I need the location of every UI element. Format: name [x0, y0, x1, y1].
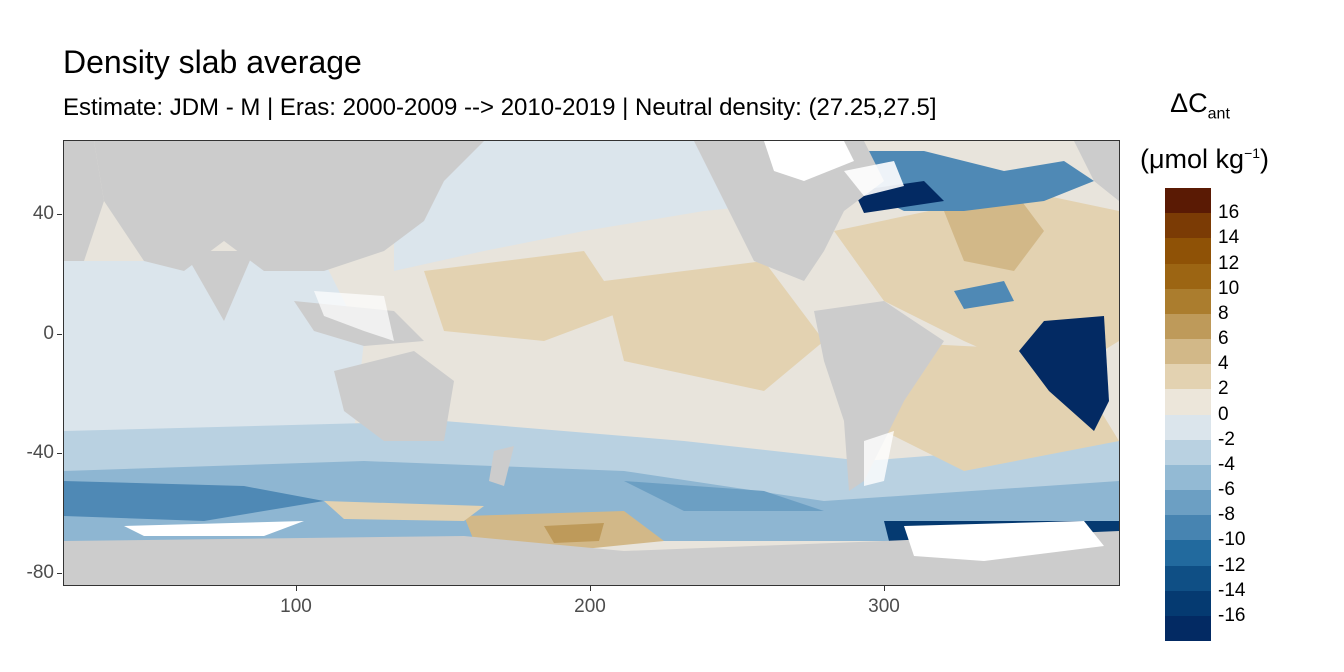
legend-title-close: ) [1260, 144, 1270, 174]
nodata-arctic [764, 141, 854, 181]
y-tick-label-40: 40 [32, 203, 54, 224]
ross-sea-tan-dark [544, 523, 604, 543]
land-asia [94, 141, 484, 271]
legend-title-superscript: −1 [1244, 145, 1261, 161]
atlantic-blue-eddy [954, 281, 1014, 309]
legend-label: 2 [1218, 378, 1229, 400]
nodata-weddell [904, 521, 1104, 561]
legend-label: -16 [1218, 604, 1246, 626]
y-tick-label-neg80: -80 [26, 562, 54, 583]
pacific-tan-patch [604, 261, 824, 391]
colorbar-segment [1165, 515, 1211, 541]
y-tick-mark-0 [57, 334, 62, 335]
colorbar-segment [1165, 238, 1211, 264]
legend-label: 8 [1218, 302, 1229, 324]
colorbar-segment [1165, 490, 1211, 516]
southern-band-dark [64, 481, 324, 521]
x-tick-label-100: 100 [280, 596, 312, 617]
legend-label: 6 [1218, 328, 1229, 349]
legend-label: -6 [1218, 479, 1235, 500]
legend-label: -12 [1218, 554, 1246, 576]
land-antarctica [64, 531, 1119, 585]
indian-ocean-light-blue [64, 261, 364, 441]
legend-label: -10 [1218, 529, 1246, 551]
land-new-zealand [489, 446, 514, 486]
colorbar-segment [1165, 464, 1211, 491]
legend-title-delta-c: ΔC [1170, 88, 1208, 118]
legend-label: 16 [1218, 202, 1240, 224]
colorbar-segment [1165, 364, 1211, 390]
colorbar-segment [1165, 288, 1211, 315]
colorbar-segment [1165, 615, 1211, 642]
legend-label: -14 [1218, 579, 1246, 601]
nodata-south-america-tip [864, 431, 894, 486]
colorbar-segment [1165, 339, 1211, 365]
legend-title-unit: (μmol kg [1140, 144, 1245, 174]
x-tick-mark-100 [296, 586, 297, 591]
legend-label: 14 [1218, 227, 1240, 249]
legend-label: 10 [1218, 277, 1240, 299]
land-africa-east [64, 141, 104, 261]
y-tick-label-0: 0 [43, 323, 54, 344]
southern-band-mid [64, 461, 1119, 541]
southern-band-dark-2 [624, 481, 824, 511]
land-australia [334, 351, 454, 441]
x-tick-label-200: 200 [574, 596, 606, 617]
legend-label: -8 [1218, 504, 1235, 526]
legend-label: 12 [1218, 252, 1240, 274]
africa-west-deep-blue [1019, 316, 1109, 431]
legend-title-subscript: ant [1207, 105, 1230, 123]
y-tick-label-neg40: -40 [26, 442, 54, 463]
nodata-hudson [844, 161, 904, 196]
land-south-america [814, 301, 944, 491]
legend-label: -4 [1218, 453, 1235, 475]
colorbar-segment [1165, 540, 1211, 566]
colorbar-segment [1165, 213, 1211, 239]
legend-title-line1: ΔCant [1140, 86, 1260, 131]
nodata-indonesia [314, 291, 394, 341]
land-north-america [694, 141, 884, 281]
x-tick-mark-200 [590, 586, 591, 591]
colorbar-segment [1165, 439, 1211, 466]
land-europe [1074, 141, 1119, 201]
land [64, 141, 1119, 585]
colorbar-segment [1165, 565, 1211, 592]
chart-subtitle: Estimate: JDM - M | Eras: 2000-2009 --> … [63, 94, 937, 121]
nodata-antarctic-coast [124, 521, 304, 536]
colorbar-segment [1165, 590, 1211, 617]
chart-title: Density slab average [63, 44, 362, 80]
colorbar-segment [1165, 313, 1211, 340]
legend-label: -2 [1218, 428, 1235, 450]
legend-label: 4 [1218, 353, 1229, 375]
southern-tan-strip [324, 501, 484, 521]
x-tick-mark-300 [884, 586, 885, 591]
legend-title-line2: (μmol kg−1) [1140, 136, 1269, 176]
north-atlantic-dark-tan [944, 191, 1044, 271]
legend-label: 0 [1218, 403, 1229, 425]
legend-colorbar [1165, 188, 1211, 642]
colorbar-segment [1165, 188, 1211, 214]
pacific-tan-patch-2 [424, 251, 624, 341]
y-tick-mark-neg40 [57, 453, 62, 454]
colorbar-segment [1165, 389, 1211, 415]
no-data-regions [124, 141, 1104, 561]
land-india [184, 251, 254, 321]
y-tick-mark-40 [57, 214, 62, 215]
colorbar-segment [1165, 263, 1211, 290]
y-tick-mark-neg80 [57, 573, 62, 574]
ocean-map [64, 141, 1119, 585]
map-panel [63, 140, 1120, 586]
colorbar-segment [1165, 414, 1211, 441]
x-tick-label-300: 300 [868, 596, 900, 617]
